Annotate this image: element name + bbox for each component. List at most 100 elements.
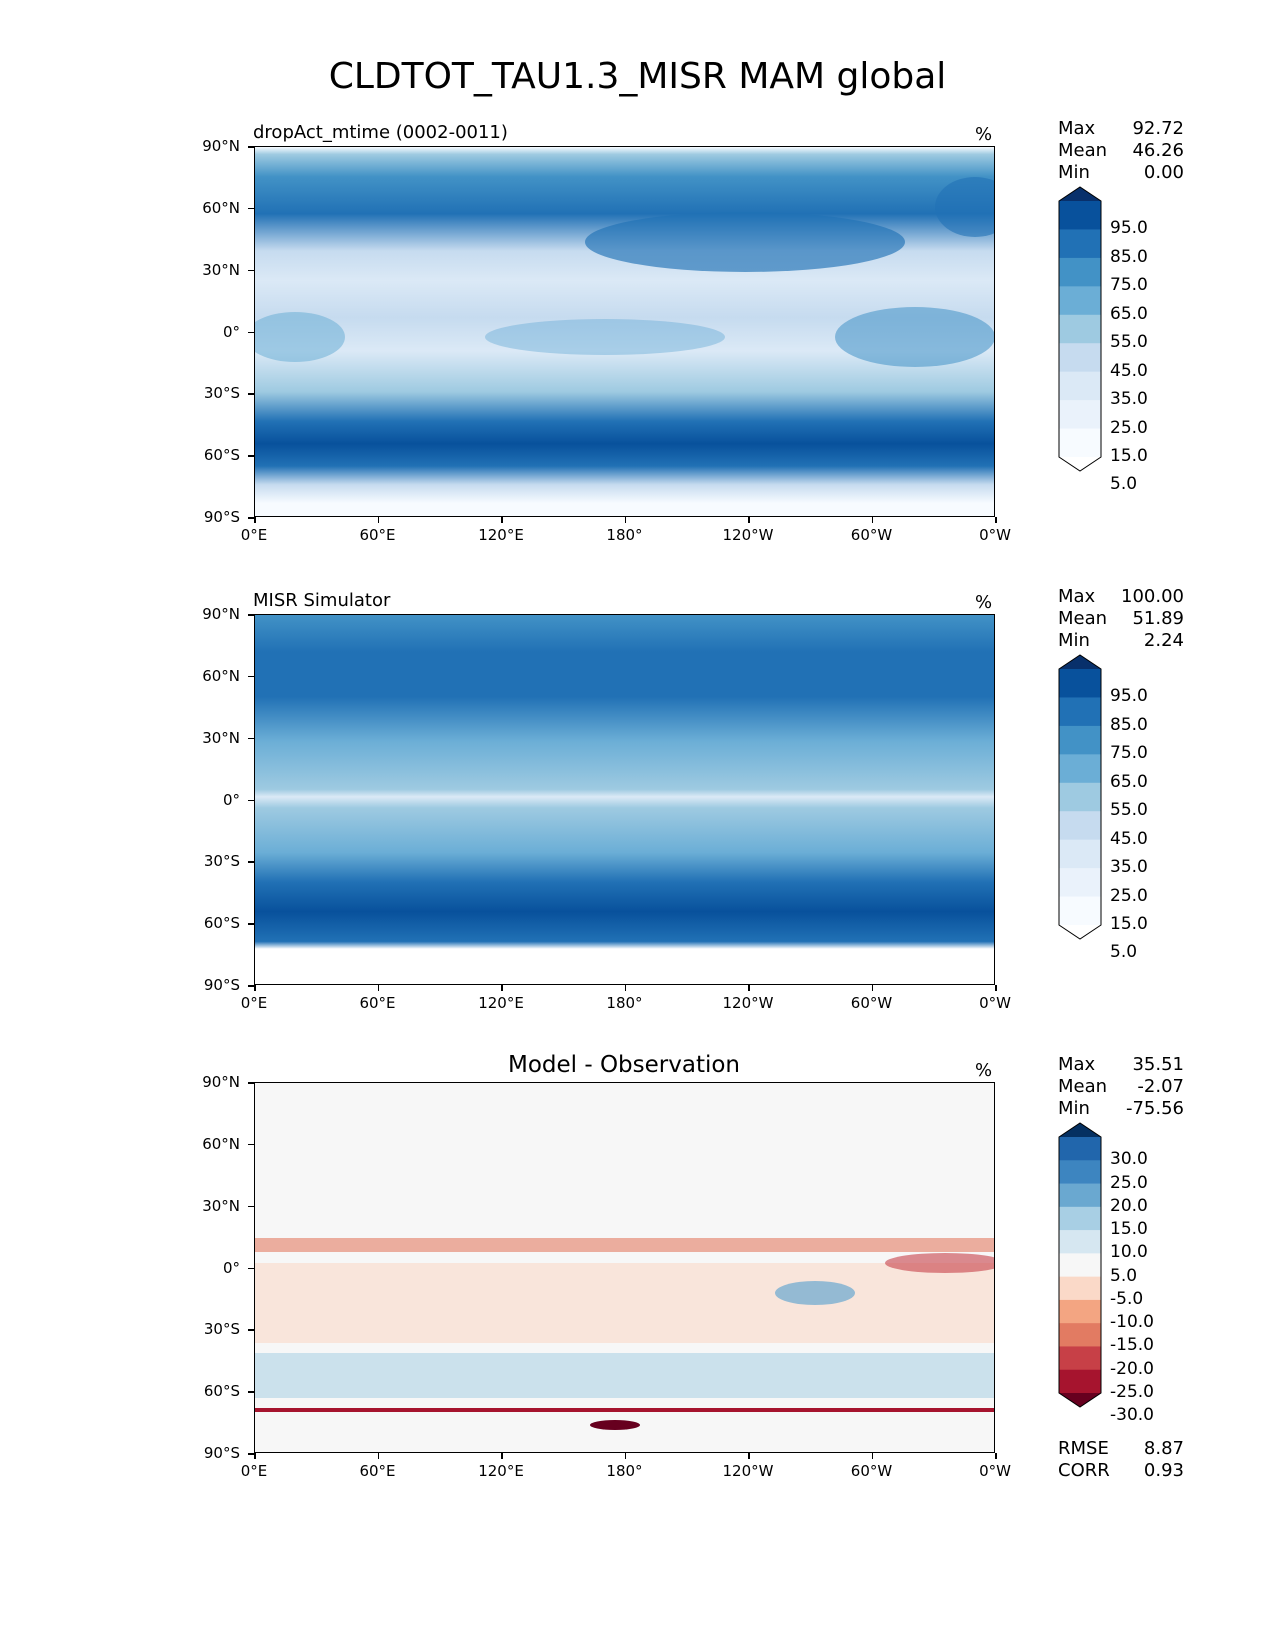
x-tick <box>748 1453 750 1459</box>
y-tick-label: 0° <box>222 1258 240 1277</box>
colorbar <box>1058 186 1102 472</box>
y-tick <box>248 1391 254 1393</box>
colorbar-segment <box>1059 868 1101 898</box>
map-plot <box>254 614 995 985</box>
units-label: % <box>975 1060 993 1081</box>
y-tick-label: 90°N <box>202 1073 240 1091</box>
y-tick-label: 90°N <box>202 605 240 623</box>
x-tick <box>624 1453 626 1459</box>
colorbar-segment <box>1059 725 1101 755</box>
x-tick-label: 180° <box>606 994 643 1012</box>
y-tick <box>248 923 254 925</box>
y-tick-label: 30°S <box>203 1320 240 1339</box>
colorbar-tick-label: 15.0 <box>1110 446 1148 466</box>
colorbar-tick-label: 75.0 <box>1110 275 1148 296</box>
y-tick <box>248 861 254 863</box>
units-label: % <box>975 592 993 613</box>
stat-row: RMSE 8.87 <box>1058 1438 1184 1460</box>
stat-row: Max 100.00 <box>1058 586 1184 608</box>
stat-label: Mean <box>1058 608 1108 629</box>
y-tick <box>248 1329 254 1331</box>
y-tick <box>248 1267 254 1269</box>
y-tick-label: 30°N <box>202 260 240 279</box>
stat-row: Mean 51.89 <box>1058 608 1184 630</box>
colorbar-tick-label: 85.0 <box>1110 246 1148 267</box>
colorbar-segment <box>1059 428 1101 458</box>
colorbar-segment <box>1059 1230 1101 1254</box>
x-tick-label: 120°W <box>722 994 774 1012</box>
stat-label: RMSE <box>1058 1438 1109 1459</box>
map-plot <box>254 146 995 517</box>
y-tick-label: 30°N <box>202 728 240 747</box>
x-tick <box>995 985 997 991</box>
stat-row: Min -75.56 <box>1058 1098 1184 1120</box>
colorbar-tick-label: 30.0 <box>1110 1149 1148 1170</box>
colorbar-tick-label: 55.0 <box>1110 332 1148 353</box>
x-tick <box>748 985 750 991</box>
colorbar-tick-label: -15.0 <box>1110 1335 1154 1356</box>
x-tick <box>501 1453 503 1459</box>
y-tick <box>248 455 254 457</box>
colorbar-segment <box>1059 286 1101 316</box>
colorbar-tick-label: 45.0 <box>1110 828 1148 849</box>
colorbar-tick-label: -30.0 <box>1110 1405 1154 1426</box>
colorbar-tick-label: 75.0 <box>1110 743 1148 764</box>
stat-value: -75.56 <box>1125 1098 1184 1119</box>
colorbar-extend-bottom <box>1059 457 1101 471</box>
x-tick <box>254 517 256 523</box>
colorbar-tick-label: 85.0 <box>1110 714 1148 735</box>
colorbar-tick-label: 5.0 <box>1110 474 1138 495</box>
colorbar-segment <box>1059 754 1101 784</box>
y-tick-label: 90°S <box>203 508 240 526</box>
colorbar-segment <box>1059 400 1101 430</box>
y-tick-label: 30°S <box>203 852 240 871</box>
y-tick <box>248 1082 254 1084</box>
colorbar-tick-label: 25.0 <box>1110 1172 1148 1193</box>
y-tick-label: 60°S <box>203 1382 240 1401</box>
colorbar-segment <box>1059 839 1101 869</box>
colorbar-outline <box>1058 654 1102 940</box>
colorbar-tick-label: 95.0 <box>1110 686 1148 707</box>
colorbar-tick-label: 20.0 <box>1110 1195 1148 1216</box>
y-tick-label: 60°N <box>202 198 240 217</box>
footer-stats-box: RMSE 8.87 CORR 0.93 <box>1058 1438 1184 1482</box>
colorbar-tick-label: 55.0 <box>1110 800 1148 821</box>
stats-box: Max 100.00 Mean 51.89 Min 2.24 <box>1058 586 1184 652</box>
y-tick-label: 90°S <box>203 976 240 994</box>
colorbar-extend-bottom <box>1059 1393 1101 1407</box>
y-tick-label: 60°S <box>203 914 240 933</box>
x-tick-label: 60°W <box>850 1462 893 1480</box>
colorbar-tick-label: -10.0 <box>1110 1312 1154 1333</box>
panel-observation: MISR Simulator % <box>0 586 1275 1040</box>
colorbar-tick-label: 65.0 <box>1110 303 1148 324</box>
stat-value: 51.89 <box>1132 608 1184 629</box>
x-tick-label: 120°W <box>722 1462 774 1480</box>
stat-row: Mean -2.07 <box>1058 1076 1184 1098</box>
stat-label: Mean <box>1058 1076 1108 1097</box>
colorbar-segment <box>1059 1369 1101 1394</box>
x-tick-label: 0°W <box>979 526 1011 544</box>
units-label: % <box>975 124 993 145</box>
stat-label: CORR <box>1058 1460 1110 1481</box>
stat-row: Max 35.51 <box>1058 1054 1184 1076</box>
y-tick-label: 90°N <box>202 137 240 155</box>
y-tick <box>248 517 254 519</box>
colorbar-segment <box>1059 1137 1101 1161</box>
y-tick-label: 90°S <box>203 1444 240 1462</box>
x-tick <box>995 517 997 523</box>
colorbar-tick-label: 25.0 <box>1110 885 1148 906</box>
stat-label: Max <box>1058 586 1096 607</box>
y-tick-label: 60°N <box>202 666 240 685</box>
colorbar-segment <box>1059 1253 1101 1278</box>
stat-value: 0.00 <box>1143 162 1184 183</box>
x-tick <box>377 1453 379 1459</box>
y-tick <box>248 1453 254 1455</box>
x-tick <box>871 1453 873 1459</box>
y-tick <box>248 985 254 987</box>
stat-label: Mean <box>1058 140 1108 161</box>
x-tick <box>748 517 750 523</box>
x-tick <box>871 985 873 991</box>
x-tick-label: 180° <box>606 1462 643 1480</box>
x-tick <box>254 985 256 991</box>
y-tick <box>248 675 254 678</box>
